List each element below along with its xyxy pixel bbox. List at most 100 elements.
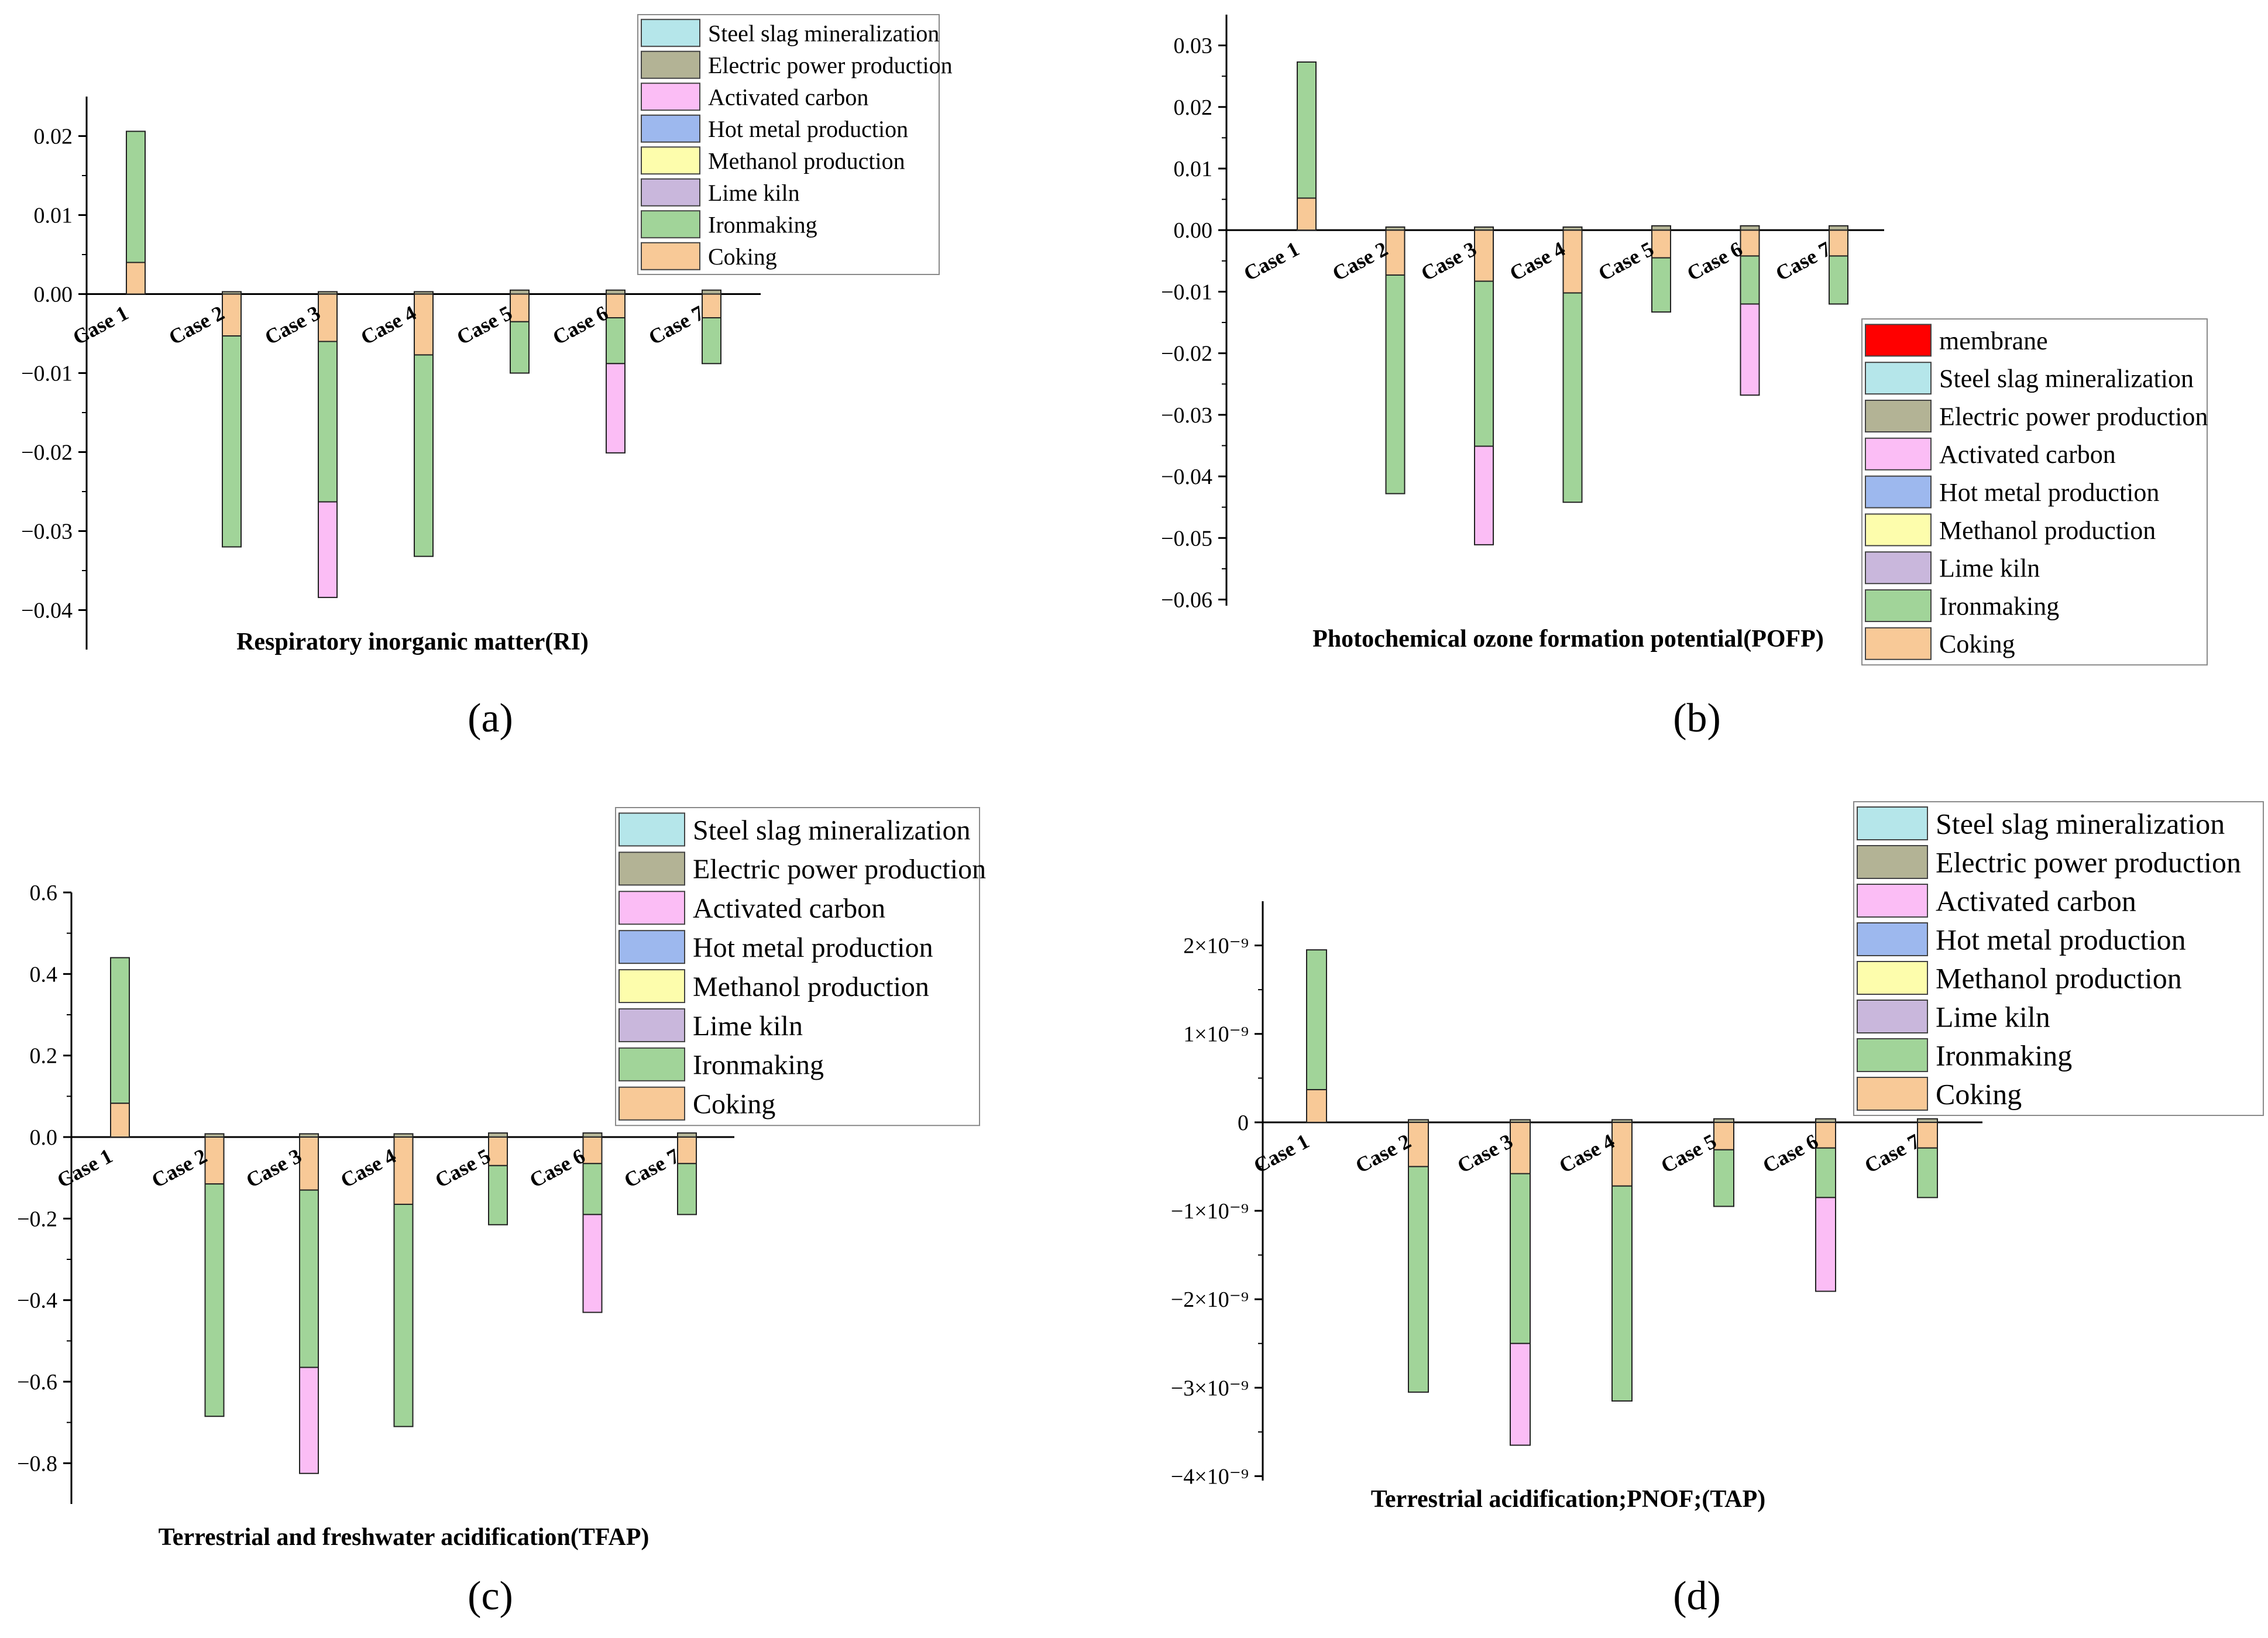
bar-case-7-coking [1829, 229, 1848, 257]
legend-label: Hot metal production [1939, 478, 2159, 507]
legend-label: Hot metal production [693, 932, 933, 963]
bar-case-6-ironmaking [1740, 255, 1760, 305]
legend-swatch-lime-kiln [618, 1008, 685, 1042]
bar-case-3-ironmaking [1510, 1173, 1531, 1344]
legend-label: Activated carbon [1939, 440, 2116, 469]
bar-case-1-ironmaking [110, 957, 130, 1104]
bar-case-2-coking [1408, 1121, 1429, 1167]
panel-label: (d) [1673, 1574, 1721, 1619]
legend: Steel slag mineralization Electric power … [615, 807, 986, 1127]
y-tick-label: 0.4 [30, 962, 58, 987]
legend-swatch-membrane [1865, 324, 1932, 357]
legend-swatch-steel-slag-mineralization [618, 812, 685, 847]
bar-case-5-electric-power-production [510, 289, 530, 295]
legend-swatch-steel-slag-mineralization [1857, 806, 1928, 840]
legend-swatch-methanol-production [618, 969, 685, 1004]
legend-label: Methanol production [708, 147, 905, 174]
bar-case-7-electric-power-production [677, 1132, 697, 1138]
bar-case-6-coking [582, 1136, 603, 1165]
y-tick-label: −1×10⁻⁹ [1171, 1199, 1249, 1224]
bar-case-6-ironmaking [606, 317, 626, 365]
y-tick-label: −0.2 [17, 1207, 57, 1231]
legend-label: Methanol production [1939, 516, 2156, 545]
y-tick-label: −0.01 [21, 362, 73, 386]
bar-case-2-electric-power-production [204, 1133, 225, 1138]
bar-case-6-ironmaking [1815, 1147, 1836, 1199]
legend: Steel slag mineralization Electric power … [1853, 801, 2264, 1116]
y-tick-label: 2×10⁻⁹ [1183, 934, 1249, 959]
bar-case-4-electric-power-production [393, 1133, 414, 1138]
legend-label: Electric power production [708, 52, 953, 78]
legend-swatch-steel-slag-mineralization [1865, 362, 1932, 395]
y-tick-label: −0.03 [21, 520, 73, 544]
legend-label: Steel slag mineralization [708, 20, 939, 46]
bar-case-3-activated-carbon [1510, 1342, 1531, 1446]
bar-case-3-electric-power-production [299, 1133, 319, 1138]
legend-label: Ironmaking [693, 1050, 824, 1081]
legend-label: Hot metal production [708, 116, 908, 142]
bar-case-3-electric-power-production [1510, 1119, 1531, 1123]
legend-swatch-methanol-production [641, 146, 700, 175]
y-tick-label: 0.02 [34, 125, 73, 149]
chart-title: Terrestrial and freshwater acidification… [159, 1524, 650, 1551]
bar-case-4-coking [1611, 1121, 1633, 1187]
y-tick-label: 0.00 [34, 283, 73, 307]
legend-swatch-hot-metal-production [618, 930, 685, 964]
y-tick-label: −0.01 [1161, 280, 1212, 304]
bar-case-6-activated-carbon [1740, 303, 1760, 396]
y-tick-label: −4×10⁻⁹ [1171, 1464, 1249, 1489]
legend-label: membrane [1939, 327, 2048, 355]
bar-case-5-ironmaking [488, 1165, 508, 1225]
legend-label: Ironmaking [1936, 1039, 2072, 1072]
bar-case-7-electric-power-production [1917, 1118, 1938, 1123]
legend-swatch-ironmaking [1865, 589, 1932, 622]
chart-title: Photochemical ozone formation potential(… [1312, 626, 1824, 653]
bar-case-6-activated-carbon [1815, 1197, 1836, 1292]
legend-label: Coking [693, 1089, 775, 1120]
legend-label: Ironmaking [708, 211, 817, 238]
legend-label: Methanol production [1936, 962, 2182, 995]
bar-case-4-electric-power-production [1562, 226, 1583, 231]
y-tick-label: −0.03 [1161, 403, 1212, 428]
bar-case-1-coking [110, 1103, 130, 1138]
y-tick-label: −2×10⁻⁹ [1171, 1287, 1249, 1312]
bar-case-4-electric-power-production [414, 291, 434, 295]
legend-swatch-electric-power-production [618, 851, 685, 886]
bar-case-2-ironmaking [1385, 274, 1406, 495]
bar-case-2-ironmaking [1408, 1166, 1429, 1393]
legend-swatch-coking [618, 1086, 685, 1121]
bar-case-7-ironmaking [1917, 1147, 1938, 1199]
bar-case-3-electric-power-production [318, 291, 338, 295]
legend-swatch-coking [641, 242, 700, 270]
bar-case-2-electric-power-production [222, 291, 242, 295]
panel-label: (b) [1673, 696, 1721, 741]
bar-case-3-activated-carbon [1474, 445, 1494, 545]
y-tick-label: 0.0 [30, 1125, 58, 1150]
legend-swatch-hot-metal-production [1865, 475, 1932, 509]
legend-label: Activated carbon [693, 893, 885, 924]
bar-case-7-coking [702, 293, 721, 318]
y-tick-label: −0.6 [17, 1370, 57, 1395]
bar-case-3-activated-carbon [318, 501, 338, 598]
legend-swatch-lime-kiln [1865, 551, 1932, 585]
legend-label: Electric power production [1936, 846, 2241, 879]
legend-label: Steel slag mineralization [1936, 808, 2225, 840]
legend-label: Coking [708, 243, 777, 270]
legend-swatch-electric-power-production [641, 50, 700, 79]
bar-case-3-ironmaking [299, 1189, 319, 1368]
y-tick-label: 0.6 [30, 881, 58, 905]
y-tick-label: 0.01 [1174, 157, 1213, 181]
bar-case-7-electric-power-production [1829, 225, 1848, 231]
legend-swatch-ironmaking [618, 1047, 685, 1081]
legend-swatch-steel-slag-mineralization [641, 19, 700, 47]
bar-case-3-coking [1474, 229, 1494, 282]
y-tick-label: 0.01 [34, 204, 73, 228]
y-tick-label: 1×10⁻⁹ [1183, 1022, 1249, 1047]
y-tick-label: −0.8 [17, 1451, 57, 1476]
bar-case-6-activated-carbon [606, 363, 626, 454]
legend-label: Activated carbon [1936, 885, 2136, 918]
y-tick-label: −0.05 [1161, 526, 1212, 551]
bar-case-2-coking [1385, 229, 1406, 276]
bar-case-2-ironmaking [222, 335, 242, 548]
bar-case-5-ironmaking [1651, 257, 1671, 313]
